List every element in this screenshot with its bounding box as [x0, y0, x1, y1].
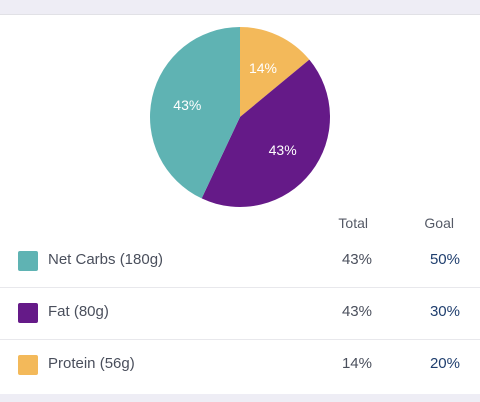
protein-goal: 20%	[429, 355, 460, 372]
net-carbs-swatch	[18, 251, 38, 271]
top-background	[0, 0, 480, 14]
fat-goal: 30%	[429, 303, 460, 320]
pie-slice-net-carbs	[149, 27, 240, 199]
goal-column-header: Goal	[424, 215, 454, 231]
total-column-header: Total	[338, 215, 368, 231]
table-row-fat: Fat (80g) 43% 30%	[0, 287, 480, 340]
pie-slice-protein	[240, 27, 310, 117]
table-row-protein: Protein (56g) 14% 20%	[0, 339, 480, 391]
macros-card: 14% 43% 43% Total Goal Net Carbs (180g) 43…	[0, 14, 480, 395]
pie-slice-label-protein: 14%	[249, 60, 277, 76]
net-carbs-label: Net Carbs (180g)	[48, 251, 164, 268]
pie-slice-label-fat: 43%	[269, 142, 297, 158]
protein-swatch	[18, 355, 38, 375]
table-row-net-carbs: Net Carbs (180g) 43% 50%	[0, 235, 480, 288]
macro-pie-chart: 14% 43% 43%	[149, 27, 331, 208]
pie-slice-fat	[201, 59, 331, 208]
net-carbs-goal: 50%	[429, 251, 460, 268]
fat-label: Fat (80g)	[48, 303, 109, 320]
protein-label: Protein (56g)	[48, 355, 135, 372]
pie-slice-label-net-carbs: 43%	[173, 97, 201, 113]
bottom-background	[0, 394, 480, 402]
net-carbs-total: 43%	[341, 251, 372, 268]
protein-total: 14%	[341, 355, 372, 372]
fat-swatch	[18, 303, 38, 323]
fat-total: 43%	[341, 303, 372, 320]
